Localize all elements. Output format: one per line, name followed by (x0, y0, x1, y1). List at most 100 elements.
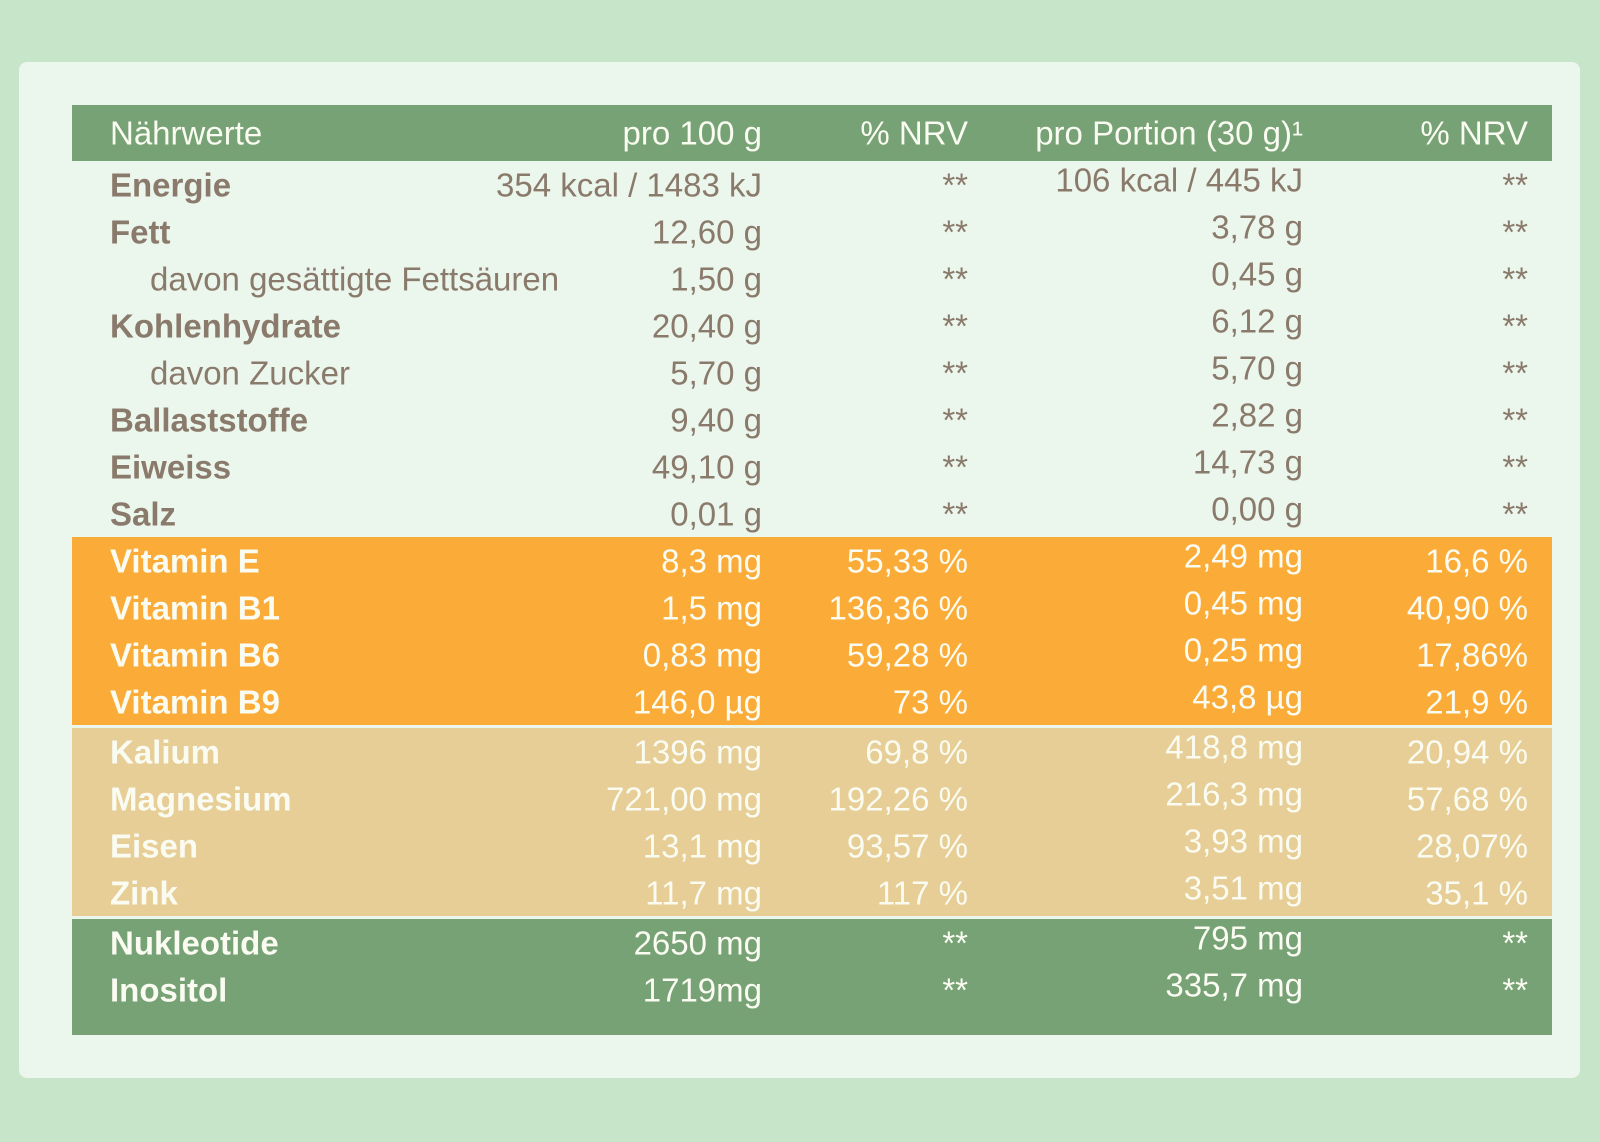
nrv-portion-value: ** (1502, 971, 1528, 1008)
nutrient-name: Vitamin E (110, 542, 260, 579)
nrv-portion-value: 40,90 % (1406, 589, 1528, 626)
per-portion-value: 3,93 mg (1183, 822, 1303, 859)
per-100g-value: 0,01 g (670, 495, 762, 532)
nrv-100g-value: ** (942, 495, 968, 532)
table-row: Kalium 1396 mg 69,8 % 418,8 mg 20,94 % (72, 728, 1552, 775)
per-portion-value: 795 mg (1192, 919, 1303, 956)
nutrient-name: Magnesium (110, 780, 292, 817)
nutrition-table: Nährwerte pro 100 g % NRV pro Portion (3… (72, 105, 1552, 1035)
nrv-portion-value: 28,07% (1416, 827, 1528, 864)
nrv-portion-value: ** (1502, 213, 1528, 250)
section-macronutrients: Energie 354 kcal / 1483 kJ ** 106 kcal /… (72, 161, 1552, 537)
nrv-100g-value: ** (942, 260, 968, 297)
per-100g-value: 5,70 g (670, 354, 762, 391)
section-other-nutrients: Nukleotide 2650 mg ** 795 mg ** Inositol… (72, 916, 1552, 1035)
nrv-100g-value: 55,33 % (846, 542, 968, 579)
per-portion-value: 418,8 mg (1165, 728, 1303, 765)
per-portion-value: 2,49 mg (1183, 537, 1303, 574)
nrv-100g-value: ** (942, 401, 968, 438)
nrv-portion-value: 17,86% (1416, 636, 1528, 673)
label-panel: Nährwerte pro 100 g % NRV pro Portion (3… (19, 62, 1580, 1078)
table-row: Ballaststoffe 9,40 g ** 2,82 g ** (72, 396, 1552, 443)
nrv-portion-value: ** (1502, 307, 1528, 344)
per-portion-value: 106 kcal / 445 kJ (1055, 161, 1303, 198)
nrv-100g-value: ** (942, 448, 968, 485)
nutrient-name: Eiweiss (110, 448, 232, 485)
per-portion-value: 2,82 g (1211, 396, 1303, 433)
nrv-100g-value: 117 % (876, 874, 968, 911)
per-100g-value: 11,7 mg (645, 874, 762, 911)
per-portion-value: 5,70 g (1211, 349, 1303, 386)
per-portion-value: 3,78 g (1211, 208, 1303, 245)
table-row: davon Zucker 5,70 g ** 5,70 g ** (72, 349, 1552, 396)
nutrient-name: Vitamin B1 (110, 589, 280, 626)
per-portion-value: 14,73 g (1192, 443, 1303, 480)
nrv-100g-value: 93,57 % (846, 827, 968, 864)
nutrient-name: Eisen (110, 827, 199, 864)
nrv-100g-value: ** (942, 213, 968, 250)
nutrient-name: Zink (110, 874, 178, 911)
nutrient-name: Salz (110, 495, 177, 532)
nrv-100g-value: 136,36 % (828, 589, 968, 626)
column-header-nrv-100g: % NRV (860, 114, 968, 152)
per-100g-value: 1,5 mg (661, 589, 762, 626)
per-100g-value: 0,83 mg (642, 636, 762, 673)
per-100g-value: 9,40 g (670, 401, 762, 438)
per-portion-value: 3,51 mg (1183, 869, 1303, 906)
table-row: Eisen 13,1 mg 93,57 % 3,93 mg 28,07% (72, 822, 1552, 869)
per-100g-value: 354 kcal / 1483 kJ (496, 166, 762, 203)
nutrient-name: davon Zucker (150, 354, 350, 391)
nrv-portion-value: 16,6 % (1425, 542, 1528, 579)
table-row: Inositol 1719mg ** 335,7 mg ** (72, 966, 1552, 1013)
table-row: Zink 11,7 mg 117 % 3,51 mg 35,1 % (72, 869, 1552, 916)
nutrient-name: Ballaststoffe (110, 401, 309, 438)
nutrient-name: Vitamin B6 (110, 636, 280, 673)
nutrient-name: davon gesättigte Fettsäuren (150, 260, 560, 297)
per-portion-value: 0,25 mg (1183, 631, 1303, 668)
per-100g-value: 2650 mg (633, 924, 762, 961)
nrv-portion-value: 20,94 % (1406, 733, 1528, 770)
column-header-nutrients: Nährwerte (110, 114, 263, 152)
per-portion-value: 6,12 g (1211, 302, 1303, 339)
column-header-per-portion: pro Portion (30 g)¹ (1035, 114, 1303, 152)
nutrient-name: Inositol (110, 971, 228, 1008)
per-portion-value: 0,45 g (1211, 255, 1303, 292)
nutrient-name: Energie (110, 166, 232, 203)
table-row: Vitamin B6 0,83 mg 59,28 % 0,25 mg 17,86… (72, 631, 1552, 678)
nrv-portion-value: ** (1502, 495, 1528, 532)
nrv-portion-value: 35,1 % (1425, 874, 1528, 911)
nrv-portion-value: ** (1502, 924, 1528, 961)
per-portion-value: 216,3 mg (1165, 775, 1303, 812)
table-body: Energie 354 kcal / 1483 kJ ** 106 kcal /… (72, 161, 1552, 1035)
per-100g-value: 721,00 mg (606, 780, 762, 817)
table-row: Vitamin B1 1,5 mg 136,36 % 0,45 mg 40,90… (72, 584, 1552, 631)
per-100g-value: 12,60 g (651, 213, 762, 250)
table-header-row: Nährwerte pro 100 g % NRV pro Portion (3… (72, 105, 1552, 161)
per-portion-value: 0,45 mg (1183, 584, 1303, 621)
nrv-100g-value: ** (942, 971, 968, 1008)
table-row: Vitamin B9 146,0 µg 73 % 43,8 µg 21,9 % (72, 678, 1552, 725)
nrv-100g-value: ** (942, 166, 968, 203)
nrv-100g-value: ** (942, 307, 968, 344)
per-100g-value: 8,3 mg (661, 542, 762, 579)
nrv-100g-value: 192,26 % (828, 780, 968, 817)
nrv-portion-value: ** (1502, 260, 1528, 297)
nutrient-name: Kalium (110, 733, 221, 770)
per-100g-value: 146,0 µg (632, 683, 762, 720)
table-row: Kohlenhydrate 20,40 g ** 6,12 g ** (72, 302, 1552, 349)
table-row: Energie 354 kcal / 1483 kJ ** 106 kcal /… (72, 161, 1552, 208)
table-row: Fett 12,60 g ** 3,78 g ** (72, 208, 1552, 255)
per-100g-value: 49,10 g (651, 448, 762, 485)
per-100g-value: 1,50 g (670, 260, 762, 297)
per-100g-value: 13,1 mg (642, 827, 762, 864)
table-row: Vitamin E 8,3 mg 55,33 % 2,49 mg 16,6 % (72, 537, 1552, 584)
section-vitamins: Vitamin E 8,3 mg 55,33 % 2,49 mg 16,6 % … (72, 537, 1552, 725)
per-100g-value: 1396 mg (633, 733, 762, 770)
per-portion-value: 0,00 g (1211, 490, 1303, 527)
nrv-100g-value: 59,28 % (846, 636, 968, 673)
table-row: Eiweiss 49,10 g ** 14,73 g ** (72, 443, 1552, 490)
nrv-portion-value: 21,9 % (1425, 683, 1528, 720)
column-header-per-100g: pro 100 g (622, 114, 762, 152)
table-row: davon gesättigte Fettsäuren 1,50 g ** 0,… (72, 255, 1552, 302)
table-row: Magnesium 721,00 mg 192,26 % 216,3 mg 57… (72, 775, 1552, 822)
